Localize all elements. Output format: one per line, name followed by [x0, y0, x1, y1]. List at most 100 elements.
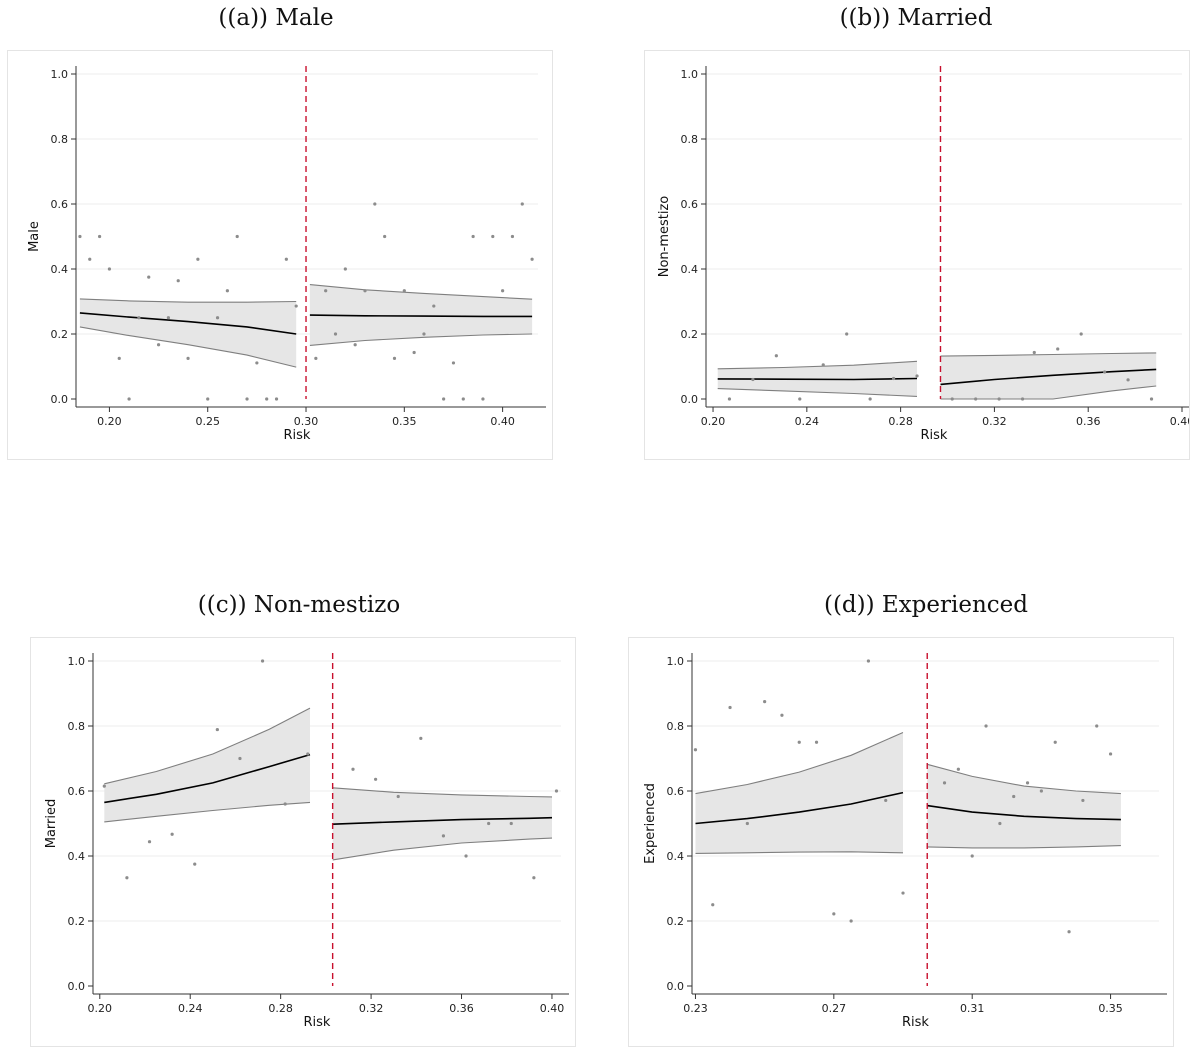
x-tick-label: 0.36	[449, 1002, 474, 1015]
scatter-point	[727, 397, 732, 401]
scatter-point	[532, 876, 536, 880]
scatter-point	[196, 257, 200, 261]
scatter-point	[117, 356, 121, 360]
x-tick-label: 0.31	[960, 1002, 985, 1015]
ci-upper-line	[332, 787, 553, 798]
y-axis-title: Married	[44, 799, 59, 849]
scatter-point	[383, 234, 387, 239]
y-tick-label: 0.4	[681, 263, 699, 276]
scatter-point	[1012, 794, 1016, 799]
x-tick-label: 0.24	[795, 415, 820, 428]
y-tick-label: 0.4	[68, 850, 86, 863]
scatter-point	[97, 234, 102, 239]
scatter-point	[821, 363, 825, 367]
scatter-point	[284, 257, 288, 261]
y-tick-label: 1.0	[681, 68, 699, 81]
y-tick-label: 0.0	[51, 393, 69, 406]
y-tick-label: 0.6	[51, 198, 69, 211]
scatter-point	[1025, 781, 1030, 785]
scatter-point	[1081, 798, 1085, 803]
scatter-point	[176, 279, 180, 283]
caption-a: ((a)) Male	[218, 5, 334, 31]
chart-c: 0.0 0.2 0.4 0.6 0.8 1.0 0.20 0.24 0.28 0.32 0.36 0.…	[44, 653, 569, 1030]
scatter-point	[763, 700, 767, 704]
x-tick-label: 0.25	[195, 415, 220, 428]
scatter-point	[283, 802, 287, 806]
scatter-point	[956, 767, 960, 771]
scatter-point	[392, 356, 397, 360]
chart-d: 0.0 0.2 0.4 0.6 0.8 1.0 0.23 0.27 0.31 0.35 Risk Ex…	[643, 653, 1167, 1030]
y-tick-label: 0.2	[51, 328, 69, 341]
y-tick-label: 0.8	[68, 720, 86, 733]
scatter-point	[1108, 752, 1113, 756]
y-axis-title: Experienced	[643, 783, 658, 864]
ci-upper-line	[79, 298, 297, 303]
scatter-point	[464, 854, 468, 858]
scatter-point	[147, 840, 152, 844]
x-tick-label: 0.28	[888, 415, 913, 428]
scatter-point	[402, 289, 406, 293]
scatter-point	[351, 767, 355, 771]
scatter-point	[461, 397, 465, 401]
scatter-point	[997, 397, 1001, 401]
scatter-point	[866, 659, 871, 663]
scatter-point	[419, 736, 423, 740]
y-tick-label: 0.8	[681, 133, 699, 146]
y-tick-label: 0.2	[667, 915, 685, 928]
caption-b: ((b)) Married	[839, 5, 993, 31]
ci-lower-line	[104, 801, 311, 823]
confidence-band	[79, 298, 297, 368]
x-tick-label: 0.20	[701, 415, 726, 428]
scatter-point	[274, 397, 279, 401]
scatter-point	[1039, 789, 1043, 793]
x-axis-title: Risk	[304, 1015, 331, 1030]
scatter-point	[333, 332, 338, 336]
scatter-point	[728, 705, 732, 710]
scatter-point	[868, 397, 872, 401]
scatter-point	[530, 257, 534, 261]
ci-upper-line	[104, 707, 311, 785]
y-tick-label: 0.6	[667, 785, 685, 798]
scatter-point	[324, 289, 328, 293]
scatter-point	[509, 821, 513, 826]
x-axis-title: Risk	[921, 428, 948, 443]
chart-panel-a: 0.0 0.2 0.4 0.6 0.8 1.0 0.20 0.25 0.30 0.35 0.40 Ri…	[7, 50, 553, 460]
scatter-point	[915, 374, 919, 378]
x-tick-label: 0.20	[97, 415, 122, 428]
scatter-point	[88, 257, 92, 261]
ci-lower-line	[695, 851, 904, 854]
confidence-band	[332, 787, 552, 860]
fit-line	[927, 804, 1121, 821]
y-tick-label: 0.4	[51, 263, 69, 276]
scatter-point	[215, 727, 219, 732]
confidence-band	[104, 708, 310, 822]
scatter-point	[245, 397, 249, 401]
scatter-point	[451, 361, 456, 365]
scatter-point	[441, 834, 446, 838]
scatter-point	[314, 356, 318, 360]
y-axis-title: Non-mestizo	[657, 196, 672, 278]
ci-upper-line	[940, 352, 1157, 357]
scatter-point	[265, 397, 269, 401]
scatter-point	[554, 789, 559, 793]
x-tick-label: 0.30	[294, 415, 319, 428]
scatter-point	[481, 397, 485, 401]
x-tick-label: 0.24	[178, 1002, 203, 1015]
scatter-point	[374, 777, 378, 781]
scatter-point	[1095, 724, 1099, 728]
fit-line	[940, 368, 1157, 386]
scatter-point	[845, 332, 849, 336]
y-axis-title: Male	[27, 221, 42, 252]
scatter-point	[1126, 378, 1130, 382]
scatter-point	[127, 397, 131, 401]
scatter-point	[487, 821, 491, 826]
x-tick-label: 0.35	[392, 415, 417, 428]
scatter-point	[520, 202, 524, 206]
scatter-point	[343, 267, 347, 271]
scatter-point	[798, 397, 802, 401]
y-tick-label: 1.0	[68, 655, 86, 668]
fit-line	[309, 314, 533, 318]
scatter-point	[884, 798, 888, 803]
scatter-point	[901, 891, 905, 895]
scatter-point	[693, 748, 698, 752]
